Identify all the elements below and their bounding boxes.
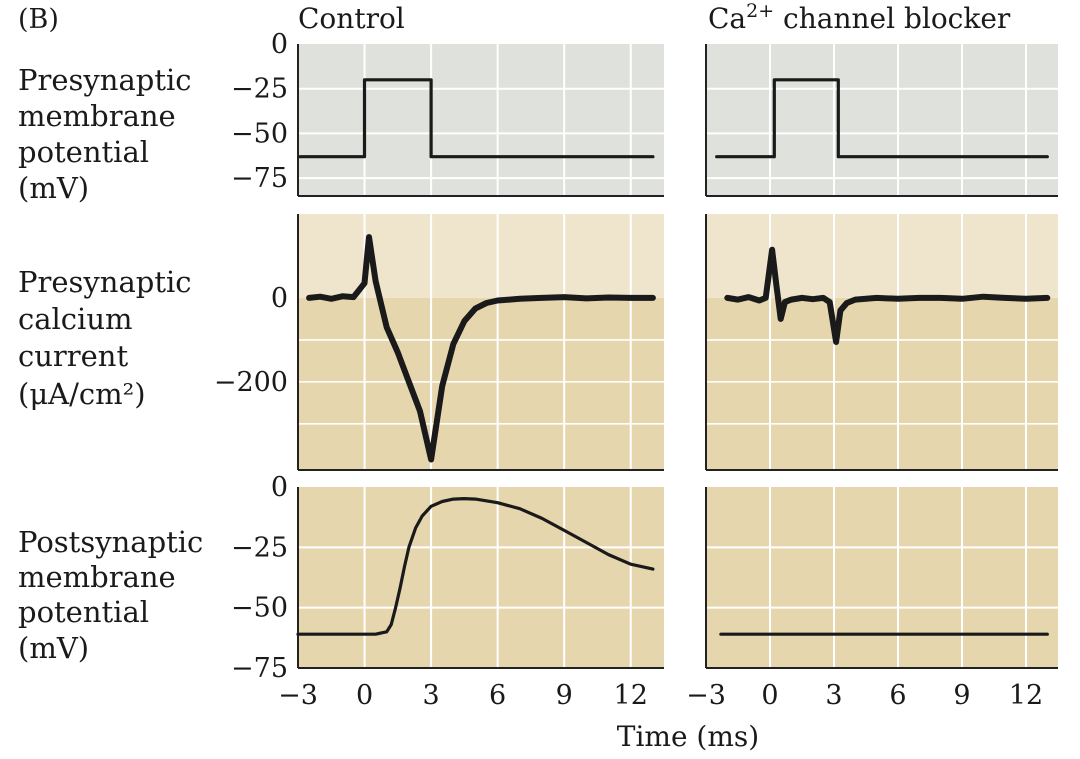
- x-tick-label: 9: [953, 680, 970, 711]
- trace-presynaptic-calcium-current-control: [306, 234, 656, 463]
- panel-background: [706, 44, 1058, 196]
- panel-background: [706, 487, 1058, 668]
- y-tick-label: 0: [271, 472, 288, 503]
- trace-presynaptic-calcium-current-blocker: [724, 246, 1051, 345]
- figure-label: (B): [18, 4, 59, 35]
- x-tick-label: 0: [356, 680, 373, 711]
- row-label-presynaptic-potential: Presynaptic membrane potential (mV): [18, 63, 192, 205]
- panel-background-lower: [298, 297, 664, 470]
- x-tick-label: 3: [825, 680, 842, 711]
- panel-background: [298, 44, 664, 196]
- panel-background-upper: [298, 214, 664, 298]
- x-tick-label: 6: [489, 680, 506, 711]
- y-tick-label: −200: [214, 367, 288, 398]
- y-tick-label: −50: [231, 118, 288, 149]
- y-tick-label: 0: [271, 283, 288, 314]
- y-tick-label: −25: [231, 74, 288, 105]
- gridlines: [298, 44, 1058, 668]
- y-tick-label: −25: [231, 532, 288, 563]
- panel-background: [298, 487, 664, 668]
- panel-background-upper: [706, 214, 1058, 298]
- row-label-line: (mV): [18, 631, 89, 665]
- row-label-line: potential: [18, 135, 149, 169]
- y-tick-label: −75: [231, 163, 288, 194]
- x-tick-label: −3: [686, 680, 726, 711]
- panel-axes: [297, 44, 1058, 669]
- row-label-line: Presynaptic: [18, 63, 192, 97]
- y-tick-label: −50: [231, 593, 288, 624]
- trace-postsynaptic-membrane-potential-control: [296, 497, 655, 636]
- panel-backgrounds: [298, 44, 1058, 668]
- row-label-postsynaptic-potential: Postsynaptic membrane potential (mV): [18, 525, 203, 665]
- row-label-line: calcium: [18, 302, 133, 336]
- row-label-line: Postsynaptic: [18, 525, 203, 559]
- x-tick-label: 12: [614, 680, 648, 711]
- row-label-line: potential: [18, 595, 149, 629]
- x-tick-label: 0: [761, 680, 778, 711]
- row-label-line: current: [18, 339, 128, 373]
- x-tick-label: −3: [278, 680, 318, 711]
- x-tick-label: 9: [556, 680, 573, 711]
- x-tick-label: 3: [422, 680, 439, 711]
- y-tick-label: 0: [271, 29, 288, 60]
- data-traces: [296, 78, 1051, 636]
- x-tick-label: 6: [889, 680, 906, 711]
- panel-background-lower: [706, 297, 1058, 470]
- x-axis-label: Time (ms): [617, 720, 759, 753]
- row-label-line: membrane: [18, 99, 176, 133]
- x-tick-label: 12: [1009, 680, 1043, 711]
- trace-presynaptic-membrane-potential-blocker: [715, 78, 1049, 159]
- row-label-line: (μA/cm²): [18, 377, 146, 411]
- row-label-calcium-current: Presynaptic calcium current (μA/cm²): [18, 265, 192, 411]
- column-title-control: Control: [298, 2, 405, 35]
- row-label-line: Presynaptic: [18, 265, 192, 299]
- column-title-blocker: Ca2+ channel blocker: [708, 0, 1011, 35]
- y-tick-label: −75: [231, 653, 288, 684]
- trace-presynaptic-membrane-potential-control: [298, 78, 655, 159]
- row-label-line: membrane: [18, 560, 176, 594]
- row-label-line: (mV): [18, 171, 89, 205]
